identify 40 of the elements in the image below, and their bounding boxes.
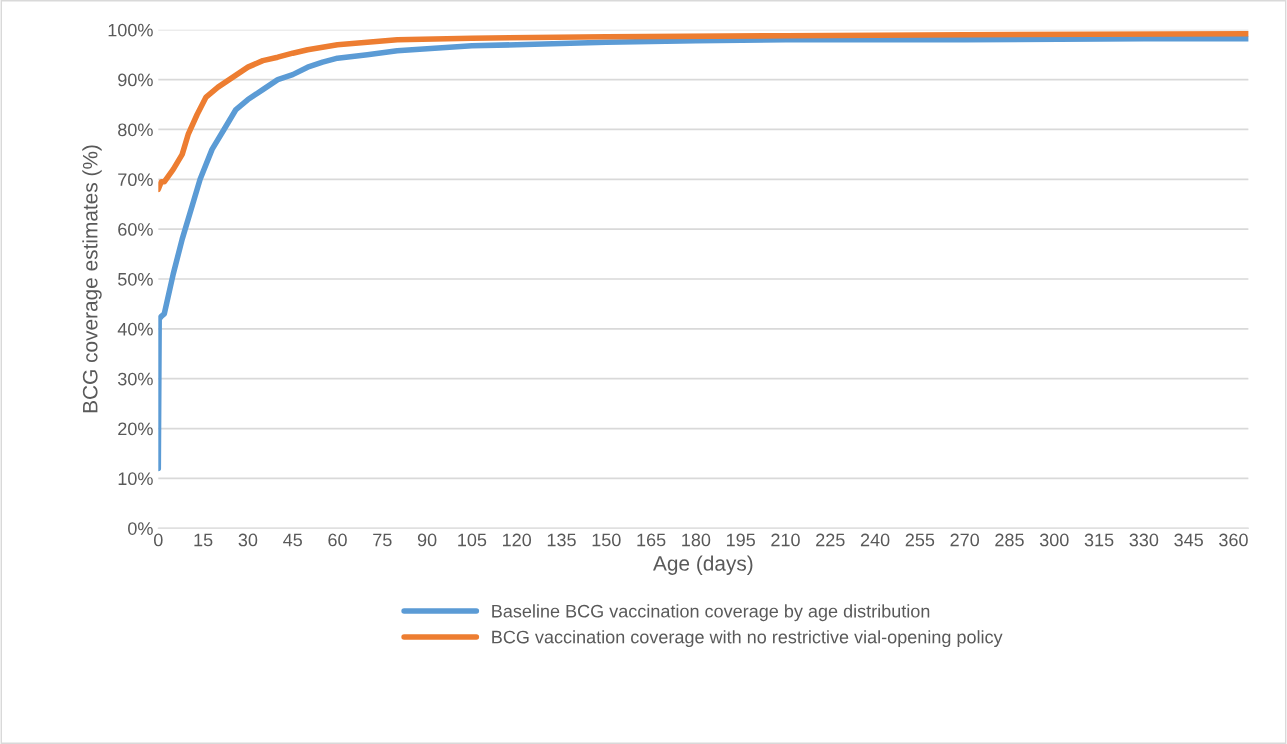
x-tick-label: 180 <box>682 533 711 547</box>
y-tick-label: 70% <box>118 173 153 187</box>
x-tick-label: 195 <box>726 533 755 547</box>
x-tick-label: 135 <box>547 533 576 547</box>
y-tick-label: 80% <box>118 123 153 137</box>
x-tick-label: 90 <box>417 533 437 547</box>
x-tick-label: 60 <box>328 533 347 547</box>
x-tick-label: 345 <box>1174 533 1203 547</box>
x-axis-title: Age (days) <box>653 555 753 575</box>
x-tick-label: 210 <box>771 533 800 547</box>
y-axis-title: BCG coverage estimates (%) <box>82 145 102 413</box>
y-tick-label: 0% <box>128 522 153 535</box>
x-tick-label: 270 <box>950 533 980 547</box>
legend-label: BCG vaccination coverage with no restrictive vial-opening policy <box>492 630 1003 647</box>
x-tick-label: 45 <box>283 533 302 547</box>
y-tick-label: 40% <box>117 322 153 336</box>
y-tick-label: 10% <box>118 472 153 486</box>
x-tick-label: 285 <box>995 533 1024 547</box>
x-tick-label: 120 <box>503 533 532 547</box>
legend-label: Baseline BCG vaccination coverage by age distribution <box>492 604 930 622</box>
x-tick-label: 75 <box>373 533 392 547</box>
x-tick-label: 330 <box>1129 533 1159 547</box>
x-tick-label: 300 <box>1039 533 1069 547</box>
y-tick-label: 60% <box>118 223 153 236</box>
x-tick-label: 150 <box>592 533 621 547</box>
x-tick-label: 360 <box>1219 533 1248 547</box>
x-tick-label: 30 <box>238 533 258 547</box>
y-tick-label: 100% <box>108 23 153 37</box>
x-tick-label: 165 <box>637 533 666 547</box>
x-tick-label: 0 <box>153 533 163 547</box>
x-tick-label: 255 <box>905 533 935 547</box>
x-tick-label: 240 <box>860 533 890 547</box>
x-tick-label: 225 <box>816 533 845 547</box>
x-tick-label: 315 <box>1084 533 1114 547</box>
y-tick-label: 30% <box>117 372 153 386</box>
y-tick-label: 50% <box>118 272 153 286</box>
y-tick-label: 20% <box>118 422 153 436</box>
y-tick-label: 90% <box>118 73 153 87</box>
x-tick-label: 15 <box>194 533 213 547</box>
x-tick-label: 105 <box>458 533 487 547</box>
